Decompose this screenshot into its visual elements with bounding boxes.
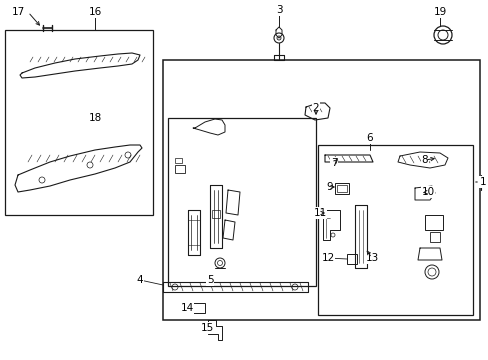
Text: 8: 8 [421,155,427,165]
Bar [334,183,348,194]
Text: 19: 19 [432,7,446,17]
Bar [346,254,356,264]
Bar [175,158,182,163]
Text: 7: 7 [330,158,337,168]
Bar [212,210,220,218]
Bar [424,215,442,230]
Text: 10: 10 [421,187,434,197]
Text: 2: 2 [312,103,319,113]
Text: 15: 15 [200,323,213,333]
Text: 3: 3 [275,5,282,15]
Text: 1: 1 [479,177,486,187]
Bar [175,165,184,173]
Bar [5,30,153,215]
Text: 14: 14 [180,303,193,313]
Text: 9: 9 [326,182,333,192]
Text: 13: 13 [365,253,378,263]
Bar [163,60,479,320]
Text: 5: 5 [206,275,213,285]
Bar [429,232,439,242]
Text: 18: 18 [88,113,102,123]
Bar [317,145,472,315]
Text: 6: 6 [366,133,372,143]
Bar [168,118,315,286]
Text: 16: 16 [88,7,102,17]
Bar [336,185,346,192]
Text: 17: 17 [11,7,24,17]
Text: 4: 4 [137,275,143,285]
Text: 11: 11 [313,208,326,218]
Bar [193,303,204,313]
Text: 12: 12 [321,253,334,263]
